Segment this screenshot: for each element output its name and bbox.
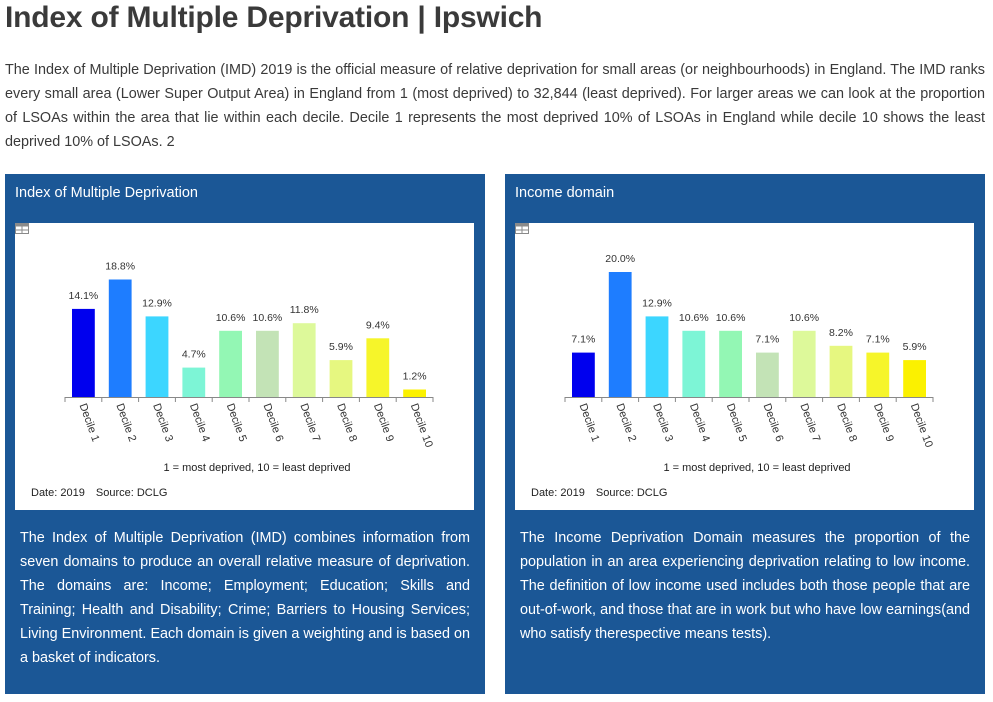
page-title: Index of Multiple Deprivation | Ipswich [5, 1, 543, 34]
bar-9[interactable] [866, 352, 890, 397]
data-label-2: 20.0% [605, 253, 635, 265]
x-tick-label-5: Decile 5 [724, 402, 749, 443]
data-label-2: 18.8% [105, 261, 135, 273]
bar-5[interactable] [719, 330, 742, 398]
x-tick-label-7: Decile 7 [297, 402, 322, 443]
bar-9[interactable] [366, 338, 390, 398]
bar-5[interactable] [219, 330, 242, 398]
bar-6[interactable] [756, 352, 779, 397]
x-tick-label-4: Decile 4 [187, 402, 212, 443]
x-tick-label-3: Decile 3 [650, 402, 675, 443]
data-label-1: 7.1% [571, 334, 595, 346]
data-label-5: 10.6% [216, 312, 246, 324]
bar-8[interactable] [329, 360, 353, 397]
intro-text: The Index of Multiple Deprivation (IMD) … [5, 62, 985, 150]
bar-2[interactable] [608, 272, 632, 397]
date-label: Date: 2019 [31, 487, 85, 499]
x-axis-title: 1 = most deprived, 10 = least deprived [163, 462, 350, 474]
x-tick-label-9: Decile 9 [371, 402, 396, 443]
x-tick-label-10: Decile 10 [908, 402, 935, 449]
bar-3[interactable] [145, 316, 169, 397]
data-label-1: 14.1% [69, 290, 99, 302]
imd-panel: Index of Multiple Deprivation 14.1% Decil… [5, 174, 485, 694]
data-label-10: 5.9% [903, 341, 927, 353]
x-tick-label-4: Decile 4 [687, 402, 712, 443]
bar-10[interactable] [903, 360, 926, 397]
bar-4[interactable] [682, 330, 706, 398]
bar-7[interactable] [792, 330, 816, 398]
data-label-4: 10.6% [679, 312, 709, 324]
source-label: Source: DCLG [95, 487, 168, 499]
data-label-7: 11.8% [290, 304, 319, 316]
bar-1[interactable] [572, 352, 595, 397]
table-view-icon[interactable] [15, 223, 29, 234]
income-panel: Income domain 7.1% Decile 1 20.0% Decile 2 1… [505, 174, 985, 694]
imd-description: The Index of Multiple Deprivation (IMD) … [20, 530, 470, 666]
source-label: Source: DCLG [595, 487, 668, 499]
x-tick-label-3: Decile 3 [150, 402, 175, 443]
x-tick-label-6: Decile 6 [761, 402, 786, 443]
x-tick-label-8: Decile 8 [334, 402, 359, 443]
data-label-6: 7.1% [755, 334, 779, 346]
x-tick-label-1: Decile 1 [77, 402, 102, 443]
imd-chart-footer: Date: 2019 Source: DCLG [31, 487, 175, 499]
bar-3[interactable] [645, 316, 669, 397]
data-label-6: 10.6% [253, 312, 283, 324]
income-panel-title: Income domain [515, 185, 615, 201]
x-tick-label-2: Decile 2 [113, 402, 138, 443]
data-label-10: 1.2% [403, 371, 427, 383]
data-label-3: 12.9% [642, 297, 672, 309]
imd-panel-title: Index of Multiple Deprivation [15, 185, 198, 201]
data-label-5: 10.6% [716, 312, 746, 324]
table-view-icon[interactable] [515, 223, 529, 234]
income-chart-card: 7.1% Decile 1 20.0% Decile 2 12.9% Decile 3 10… [515, 223, 974, 510]
data-label-8: 5.9% [329, 341, 353, 353]
bar-6[interactable] [256, 330, 279, 398]
bar-8[interactable] [829, 345, 853, 398]
x-tick-label-10: Decile 10 [408, 402, 435, 449]
data-label-4: 4.7% [182, 349, 206, 361]
income-description: The Income Deprivation Domain measures t… [520, 530, 970, 642]
bar-2[interactable] [108, 279, 132, 398]
imd-chart-card: 14.1% Decile 1 18.8% Decile 2 12.9% Decile 3 4… [15, 223, 474, 510]
data-label-7: 10.6% [789, 312, 819, 324]
bar-7[interactable] [292, 323, 316, 397]
data-label-9: 7.1% [866, 334, 890, 346]
data-label-9: 9.4% [366, 319, 390, 331]
x-tick-label-6: Decile 6 [261, 402, 286, 443]
x-tick-label-7: Decile 7 [797, 402, 822, 443]
data-label-3: 12.9% [142, 297, 172, 309]
x-tick-label-5: Decile 5 [224, 402, 249, 443]
bar-1[interactable] [72, 308, 95, 397]
x-tick-label-2: Decile 2 [613, 402, 638, 443]
x-tick-label-8: Decile 8 [834, 402, 859, 443]
x-axis-title: 1 = most deprived, 10 = least deprived [663, 462, 850, 474]
x-tick-label-1: Decile 1 [577, 402, 602, 443]
income-chart: 7.1% Decile 1 20.0% Decile 2 12.9% Decile 3 10… [564, 253, 935, 474]
date-label: Date: 2019 [531, 487, 585, 499]
data-label-8: 8.2% [829, 327, 853, 339]
imd-chart: 14.1% Decile 1 18.8% Decile 2 12.9% Decile 3 4… [64, 261, 435, 474]
income-chart-footer: Date: 2019 Source: DCLG [531, 487, 675, 499]
x-tick-label-9: Decile 9 [871, 402, 896, 443]
bar-4[interactable] [182, 367, 206, 397]
bar-10[interactable] [403, 389, 426, 398]
